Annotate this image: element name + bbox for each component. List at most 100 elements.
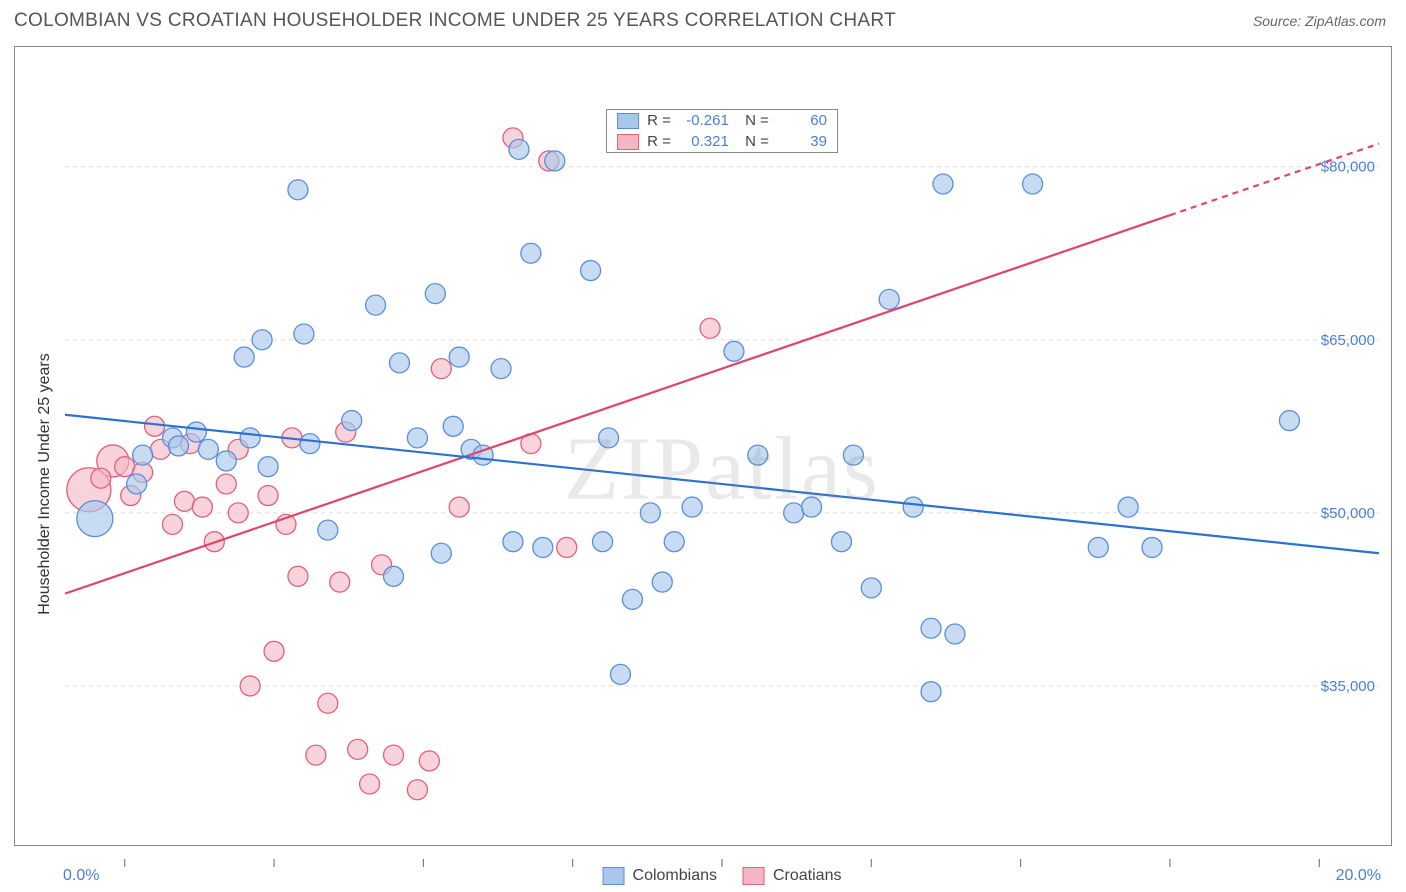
data-point [557,537,577,557]
data-point [610,664,630,684]
data-point [258,457,278,477]
data-point [921,682,941,702]
data-point [503,532,523,552]
data-point [330,572,350,592]
data-point [318,520,338,540]
legend-label: Colombians [633,867,717,885]
stats-n-value: 39 [777,133,827,150]
data-point [1023,174,1043,194]
data-point [186,422,206,442]
stats-r-label: R = [647,133,671,150]
data-point [145,416,165,436]
data-point [1142,537,1162,557]
data-point [443,416,463,436]
stats-legend: R = -0.261 N = 60 R = 0.321 N = 39 [606,109,838,153]
swatch-colombians [617,113,639,129]
data-point [545,151,565,171]
data-point [366,295,386,315]
data-point [521,243,541,263]
stats-n-label: N = [737,112,769,129]
data-point [234,347,254,367]
x-axis-end-label: 20.0% [1336,867,1381,885]
data-point [300,434,320,454]
data-point [784,503,804,523]
data-point [258,486,278,506]
data-point [664,532,684,552]
y-tick-label: $65,000 [1321,332,1375,349]
x-axis-start-label: 0.0% [63,867,99,885]
stats-row-croatians: R = 0.321 N = 39 [607,131,837,152]
data-point [264,641,284,661]
y-tick-label: $50,000 [1321,505,1375,522]
data-point [640,503,660,523]
data-point [431,359,451,379]
series-legend: Colombians Croatians [603,867,842,885]
data-point [216,474,236,494]
data-point [879,289,899,309]
legend-item-croatians: Croatians [743,867,841,885]
data-point [945,624,965,644]
data-point [903,497,923,517]
y-axis-label: Householder Income Under 25 years [36,353,54,614]
legend-label: Croatians [773,867,841,885]
data-point [921,618,941,638]
swatch-croatians [617,134,639,150]
data-point [294,324,314,344]
stats-row-colombians: R = -0.261 N = 60 [607,110,837,131]
data-point [127,474,147,494]
data-point [318,693,338,713]
data-point [491,359,511,379]
chart-title: COLOMBIAN VS CROATIAN HOUSEHOLDER INCOME… [14,10,896,32]
y-tick-label: $35,000 [1321,678,1375,695]
data-point [192,497,212,517]
data-point [360,774,380,794]
data-point [748,445,768,465]
data-point [288,180,308,200]
data-point [91,468,111,488]
data-point [933,174,953,194]
data-point [306,745,326,765]
data-point [652,572,672,592]
stats-r-value: -0.261 [679,112,729,129]
data-point [240,676,260,696]
data-point [1088,537,1108,557]
data-point [389,353,409,373]
stats-r-label: R = [647,112,671,129]
plot-area: Householder Income Under 25 years ZIPatl… [65,109,1379,859]
data-point [407,780,427,800]
data-point [682,497,702,517]
data-point [115,457,135,477]
data-point [1279,411,1299,431]
data-point [533,537,553,557]
data-point [348,739,368,759]
data-point [168,436,188,456]
data-point [449,347,469,367]
data-point [509,139,529,159]
data-point [425,284,445,304]
data-point [216,451,236,471]
data-point [599,428,619,448]
chart-frame: Householder Income Under 25 years ZIPatl… [14,46,1392,846]
plot-svg: $35,000$50,000$65,000$80,000 [65,109,1379,859]
data-point [198,439,218,459]
data-point [802,497,822,517]
source-credit: Source: ZipAtlas.com [1253,13,1386,29]
data-point [843,445,863,465]
data-point [724,341,744,361]
data-point [288,566,308,586]
swatch-croatians [743,867,765,885]
data-point [407,428,427,448]
data-point [581,261,601,281]
swatch-colombians [603,867,625,885]
data-point [228,503,248,523]
stats-r-value: 0.321 [679,133,729,150]
data-point [240,428,260,448]
data-point [174,491,194,511]
data-point [449,497,469,517]
data-point [163,514,183,534]
legend-item-colombians: Colombians [603,867,717,885]
data-point [252,330,272,350]
data-point [384,566,404,586]
data-point [1118,497,1138,517]
stats-n-value: 60 [777,112,827,129]
